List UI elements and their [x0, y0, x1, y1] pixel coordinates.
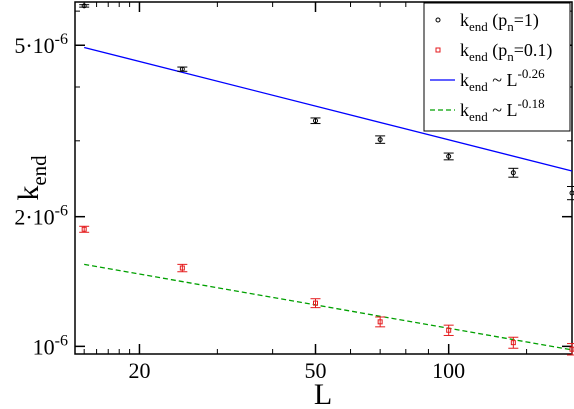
x-tick-label: 100 — [432, 358, 465, 383]
data-point — [510, 340, 516, 346]
legend-label: kend (pn=0.1) — [460, 40, 552, 64]
legend: kend (pn=1) kend (pn=0.1)kend ~ L-0.26ken… — [423, 2, 571, 132]
data-point — [179, 66, 185, 72]
y-tick-label: 5·10-6 — [14, 31, 68, 58]
fit-line — [84, 263, 573, 351]
data-point — [313, 300, 319, 306]
y-tick-label: 10-6 — [33, 332, 68, 359]
legend-label: kend (pn=1) — [460, 10, 539, 34]
fit-line — [84, 46, 573, 172]
legend-marker — [435, 47, 441, 53]
data-point — [569, 346, 574, 352]
ticks-layer: 20 50 100 10-6 2·10-6 5·10-6 — [14, 2, 572, 383]
fit-lines-layer — [84, 46, 573, 351]
data-point — [446, 153, 452, 159]
y-axis-label-text: kend — [12, 155, 51, 201]
data-point — [510, 170, 516, 176]
x-tick-label: 50 — [305, 358, 327, 383]
x-axis-label: L — [314, 378, 332, 409]
data-points-layer — [79, 3, 574, 356]
y-axis-label: kend — [12, 155, 51, 201]
legend-label: kend ~ L-0.26 — [460, 66, 545, 94]
y-axis-label-subscript: end — [27, 155, 51, 186]
legend-marker — [435, 17, 441, 23]
data-point — [569, 190, 574, 196]
data-point — [81, 226, 87, 232]
data-point — [81, 3, 87, 9]
x-tick-label: 20 — [128, 358, 150, 383]
data-point — [446, 327, 452, 333]
legend-label: kend ~ L-0.18 — [460, 96, 545, 124]
plot-frame — [74, 1, 573, 355]
data-point — [313, 118, 319, 124]
data-point — [377, 137, 383, 143]
data-point — [179, 265, 185, 271]
data-point — [377, 319, 383, 325]
y-tick-label: 2·10-6 — [14, 203, 68, 230]
